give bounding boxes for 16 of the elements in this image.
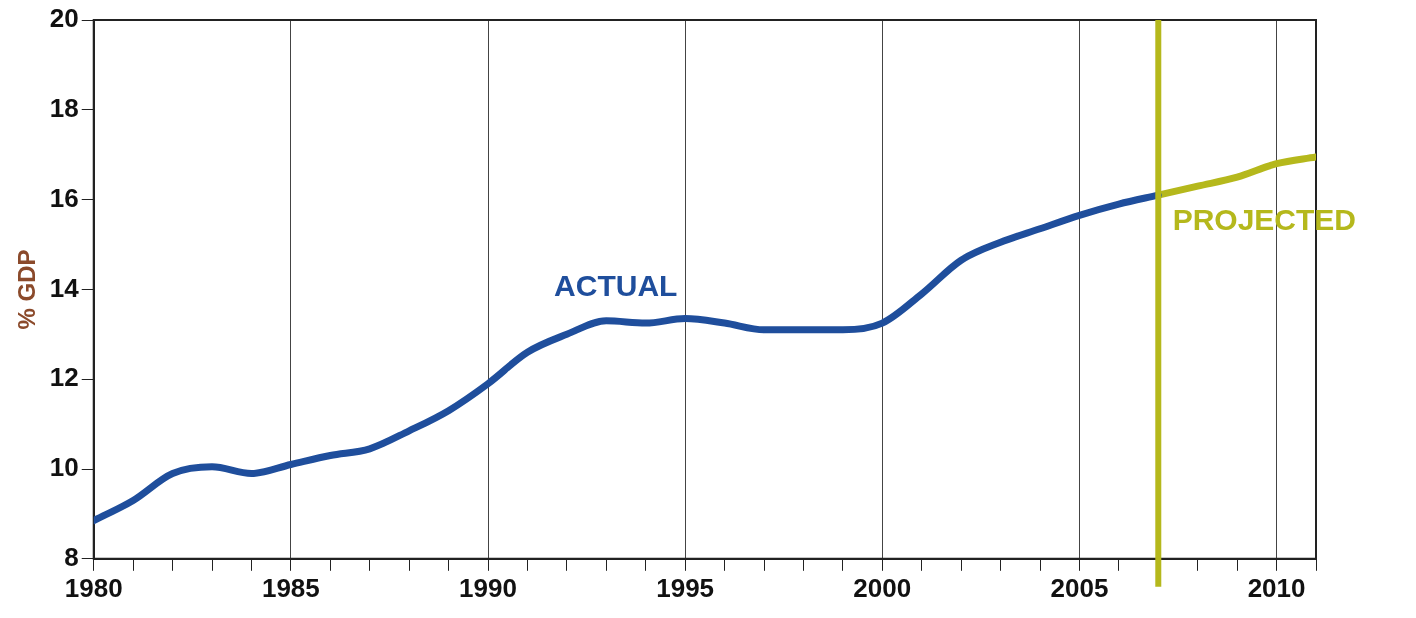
y-tick-label: 20 <box>49 3 79 34</box>
y-tick-label: 10 <box>49 452 79 483</box>
x-tick-label: 1980 <box>64 572 123 603</box>
y-tick-label: 16 <box>49 182 79 213</box>
y-tick-label: 14 <box>49 272 80 303</box>
series-label: ACTUAL <box>554 269 678 303</box>
x-tick-label: 2010 <box>1247 572 1306 603</box>
y-tick-label: 8 <box>64 541 79 572</box>
y-tick-label: 18 <box>49 92 79 123</box>
x-tick-label: 1995 <box>656 572 715 603</box>
y-tick-label: 12 <box>49 362 79 393</box>
x-tick-label: 1985 <box>261 572 320 603</box>
x-tick-label: 2005 <box>1050 572 1109 603</box>
y-axis-title: % GDP <box>13 249 41 330</box>
x-tick-label: 2000 <box>853 572 912 603</box>
x-tick-label: 1990 <box>459 572 517 603</box>
